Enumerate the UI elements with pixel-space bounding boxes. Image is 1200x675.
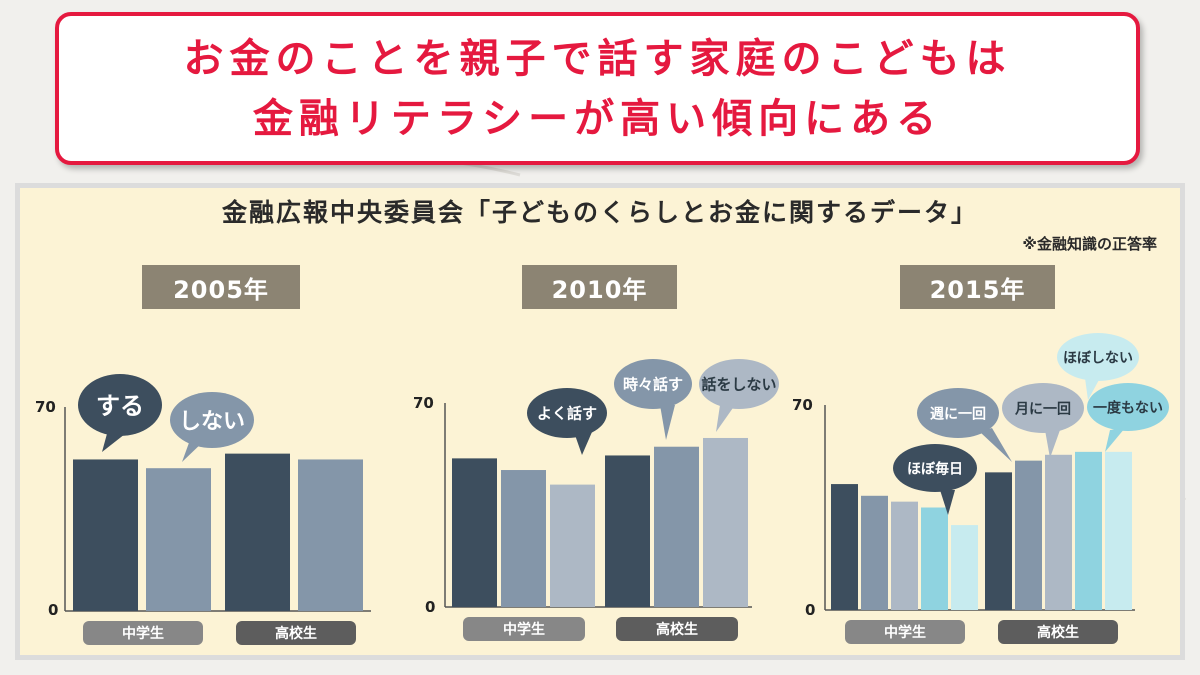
chart-2-bubble-tail-4	[1085, 378, 1100, 400]
chart-0-bubble-1	[170, 392, 254, 448]
chart-0-bar-1-0	[225, 453, 290, 611]
chart-0-group-label-0: 中学生	[122, 625, 164, 642]
chart-1-bubble-0	[527, 388, 607, 438]
chart-2-bubble-tail-3	[1105, 428, 1125, 452]
chart-0-bar-0-1	[146, 468, 211, 611]
chart-2-tick-0: 0	[805, 601, 815, 619]
chart-2-bubble-1	[917, 388, 999, 438]
chart-1-bar-1-0	[605, 455, 650, 607]
note-text: ※金融知識の正答率	[1022, 235, 1157, 253]
chart-1-legend-label-0: よく話す	[537, 405, 597, 423]
chart-1-bar-1-1	[654, 446, 699, 607]
chart-2-bar-1-3	[1075, 451, 1102, 610]
chart-2-group-label-1: 高校生	[1037, 624, 1079, 641]
chart-2-bar-0-4	[951, 525, 978, 610]
chart-2-bubble-tail-0	[940, 490, 955, 515]
chart-1-bar-1-2	[703, 437, 748, 607]
chart-2-bar-1-0	[985, 472, 1012, 610]
chart-2-bar-0-1	[861, 495, 888, 610]
chart-1-bubble-1	[614, 359, 692, 409]
chart-2-bar-0-2	[891, 501, 918, 610]
chart-0-tick-70: 70	[35, 398, 56, 416]
chart-0-legend-label-1: しない	[179, 409, 245, 434]
chart-1-tick-70: 70	[413, 394, 434, 412]
chart-2-bar-1-4	[1105, 451, 1132, 610]
chart-2-bar-0-3	[921, 507, 948, 610]
source-title: 金融広報中央委員会「子どものくらしとお金に関するデータ」	[221, 198, 978, 227]
chart-2-bar-0-0	[831, 484, 858, 610]
year-badge-2015: 2015年	[900, 265, 1055, 309]
chart-2-bubble-0	[893, 444, 977, 492]
chart-1-group-pill-0	[463, 617, 585, 641]
chart-1-legend-label-1: 時々話す	[623, 376, 683, 394]
chart-1-bar-0-1	[501, 470, 546, 607]
chart-2-group-label-0: 中学生	[884, 624, 926, 641]
chart-2-legend-label-2: 月に一回	[1014, 401, 1071, 417]
chart-0-group-label-1: 高校生	[275, 625, 317, 642]
chart-1-bar-0-2	[550, 484, 595, 607]
chart-2-legend-label-4: ほぼしない	[1063, 350, 1133, 366]
chart-1-tick-0: 0	[425, 598, 435, 616]
chart-1-group-label-0: 中学生	[503, 621, 545, 638]
headline-line-1: お金のことを親子で話す家庭のこどもは	[183, 35, 1012, 82]
chart-2-bubble-2	[1002, 383, 1084, 433]
chart-1-bubble-2	[699, 359, 779, 409]
chart-1-group-pill-1	[616, 617, 738, 641]
chart-1-legend-label-2: 話をしない	[701, 376, 776, 394]
chart-1-bubble-tail-1	[660, 405, 675, 440]
chart-2-bar-1-1	[1015, 460, 1042, 610]
chart-2-legend-label-0: ほぼ毎日	[907, 460, 963, 477]
chart-1-bar-0-0	[452, 458, 497, 607]
chart-2-group-pill-1	[998, 620, 1118, 644]
chart-0-bar-1-1	[298, 459, 363, 611]
chart-0-group-pill-1	[236, 621, 356, 645]
chart-2-bubble-4	[1057, 333, 1139, 381]
headline-line-2: 金融リテラシーが高い傾向にある	[252, 95, 943, 142]
year-badge-2010: 2010年	[522, 265, 677, 309]
chart-0-group-pill-0	[83, 621, 203, 645]
chart-0-bubble-0	[78, 374, 162, 436]
chart-0-legend-label-0: する	[96, 392, 144, 420]
chart-2-tick-70: 70	[792, 396, 813, 414]
chart-1-bubble-tail-0	[575, 432, 592, 455]
year-badge-2005: 2005年	[142, 265, 300, 309]
chart-0-tick-0: 0	[48, 601, 58, 619]
chart-1-group-label-1: 高校生	[656, 621, 698, 638]
chart-2-bubble-tail-2	[1045, 430, 1060, 458]
chart-1-bubble-tail-2	[716, 405, 735, 432]
chart-2-bubble-tail-1	[980, 428, 1012, 462]
headline-box: お金のことを親子で話す家庭のこどもは 金融リテラシーが高い傾向にある	[55, 12, 1140, 165]
chart-2-legend-label-1: 週に一回	[930, 406, 986, 422]
chart-0-bar-0-0	[73, 459, 138, 611]
chart-2-legend-label-3: 一度もない	[1093, 399, 1163, 416]
chart-2-bubble-3	[1087, 383, 1169, 431]
chart-2-group-pill-0	[845, 620, 965, 644]
chart-2-bar-1-2	[1045, 454, 1072, 610]
